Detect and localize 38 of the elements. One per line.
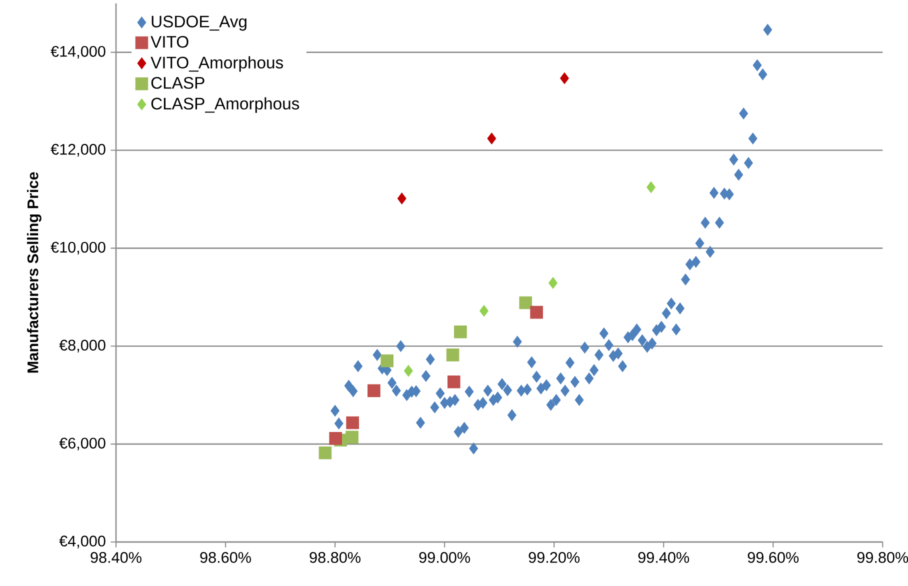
x-tick-label: 99.20% xyxy=(528,552,580,563)
y-tick-label: €6,000 xyxy=(59,438,106,450)
y-tick-label: €8,000 xyxy=(59,340,106,352)
point xyxy=(560,72,569,84)
legend-label: USDOE_Avg xyxy=(152,16,246,31)
x-tick-label: 98.60% xyxy=(200,552,251,563)
x-tick-label: 99.40% xyxy=(638,552,690,563)
point xyxy=(646,181,656,194)
legend-label: CLASP_Amorphous xyxy=(151,97,300,113)
point xyxy=(368,384,380,398)
legend-label: CLASP xyxy=(151,77,204,89)
point xyxy=(519,296,532,310)
point xyxy=(454,326,467,338)
x-tick-label: 99.00% xyxy=(419,552,470,563)
point xyxy=(548,277,558,289)
x-tick-label: 99.80% xyxy=(857,552,908,563)
point xyxy=(346,416,359,430)
point xyxy=(346,430,358,444)
x-tick-label: 99.60% xyxy=(748,552,799,563)
point xyxy=(487,132,496,144)
point xyxy=(446,348,460,362)
point xyxy=(397,192,406,204)
legend-label: VITO_Amorphous xyxy=(150,56,284,72)
y-tick-label: €10,000 xyxy=(50,242,106,255)
y-tick-label: €12,000 xyxy=(50,144,106,157)
legend-label: VITO xyxy=(150,36,188,48)
y-axis-title: Manufacturers Selling Price xyxy=(27,172,42,373)
y-tick-label: €14,000 xyxy=(50,46,106,59)
x-tick-label: 98.80% xyxy=(310,552,360,563)
y-tick-label: €4,000 xyxy=(59,536,106,548)
x-tick-label: 98.40% xyxy=(90,552,142,563)
point xyxy=(380,354,394,368)
point xyxy=(480,304,488,317)
point xyxy=(447,375,460,388)
point xyxy=(329,432,342,445)
point xyxy=(318,446,332,460)
point xyxy=(404,364,413,377)
point xyxy=(530,306,543,319)
